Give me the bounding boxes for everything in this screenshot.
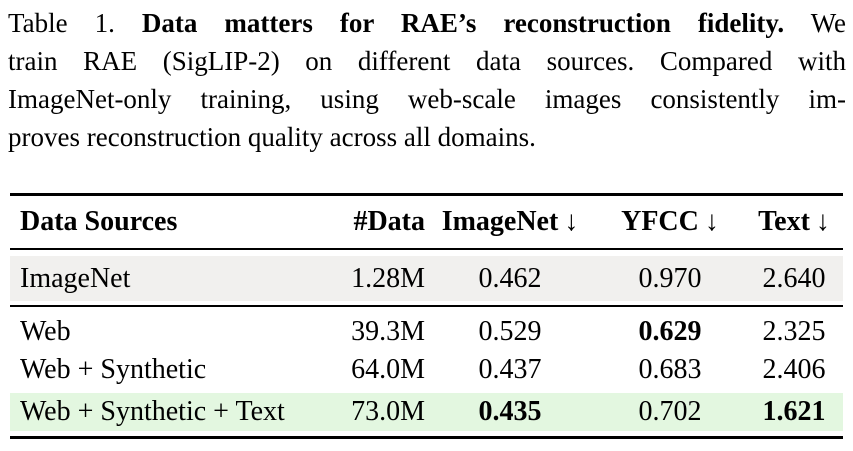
header-data-sources: Data Sources bbox=[20, 206, 178, 237]
mid-rule-1 bbox=[10, 248, 843, 250]
bottom-rule bbox=[10, 436, 843, 439]
down-arrow-icon: ↓ bbox=[704, 206, 719, 237]
header-yfcc: YFCC ↓ bbox=[595, 206, 745, 238]
cell-text: 2.406 bbox=[762, 354, 826, 385]
caption-label: Table 1. bbox=[8, 8, 115, 38]
caption-line-1: Table 1. Data matters for RAE’s reconstr… bbox=[8, 4, 846, 42]
caption-title: Data matters for RAE’s reconstruction fi… bbox=[141, 8, 785, 38]
cell-imagenet: 0.462 bbox=[478, 262, 542, 294]
down-arrow-icon: ↓ bbox=[564, 206, 579, 237]
cell-yfcc: 0.970 bbox=[638, 262, 702, 294]
cell-num-data: 73.0M bbox=[351, 396, 425, 427]
table-row-web-synthetic: Web + Synthetic 64.0M 0.437 0.683 2.406 bbox=[10, 351, 843, 389]
down-arrow-icon: ↓ bbox=[815, 206, 830, 237]
header-imagenet-label: ImageNet bbox=[441, 206, 559, 237]
table-caption: Table 1. Data matters for RAE’s reconstr… bbox=[8, 4, 846, 156]
header-yfcc-label: YFCC bbox=[621, 206, 699, 237]
mid-rule-2 bbox=[10, 305, 843, 307]
top-rule bbox=[10, 193, 843, 196]
cell-imagenet-best: 0.435 bbox=[478, 396, 542, 427]
cell-num-data: 39.3M bbox=[351, 316, 425, 347]
cell-imagenet: 0.529 bbox=[478, 316, 542, 347]
caption-line-3: ImageNet-only training, using web-scale … bbox=[8, 84, 846, 114]
cell-text-best: 1.621 bbox=[762, 396, 826, 427]
header-num-data: #Data bbox=[353, 206, 425, 237]
header-row: Data Sources #Data ImageNet ↓ YFCC ↓ Text ↓ bbox=[10, 196, 843, 248]
caption-line1-tail: We bbox=[810, 8, 846, 38]
cell-num-data: 64.0M bbox=[351, 354, 425, 385]
cell-source: ImageNet bbox=[20, 262, 131, 294]
cell-source: Web bbox=[20, 316, 71, 347]
cell-source: Web + Synthetic bbox=[20, 354, 207, 385]
cell-text: 2.640 bbox=[762, 262, 826, 294]
cell-yfcc: 0.702 bbox=[638, 396, 702, 427]
table-row-web: Web 39.3M 0.529 0.629 2.325 bbox=[10, 313, 843, 351]
cell-yfcc: 0.683 bbox=[638, 354, 702, 385]
table-row-web-synthetic-text: Web + Synthetic + Text 73.0M 0.435 0.702… bbox=[10, 393, 843, 431]
data-table: Data Sources #Data ImageNet ↓ YFCC ↓ Text ↓… bbox=[10, 193, 843, 439]
header-text-label: Text bbox=[758, 206, 810, 237]
table-row-imagenet: ImageNet 1.28M 0.462 0.970 2.640 bbox=[10, 256, 843, 301]
cell-yfcc-best: 0.629 bbox=[638, 316, 702, 347]
caption-line-2: train RAE (SigLIP-2) on different data s… bbox=[8, 46, 846, 76]
cell-num-data: 1.28M bbox=[351, 262, 425, 294]
caption-line-4: proves reconstruction quality across all… bbox=[8, 122, 536, 152]
cell-source: Web + Synthetic + Text bbox=[20, 396, 285, 427]
header-text: Text ↓ bbox=[745, 206, 843, 238]
header-imagenet: ImageNet ↓ bbox=[425, 206, 595, 238]
cell-text: 2.325 bbox=[762, 316, 826, 347]
cell-imagenet: 0.437 bbox=[478, 354, 542, 385]
